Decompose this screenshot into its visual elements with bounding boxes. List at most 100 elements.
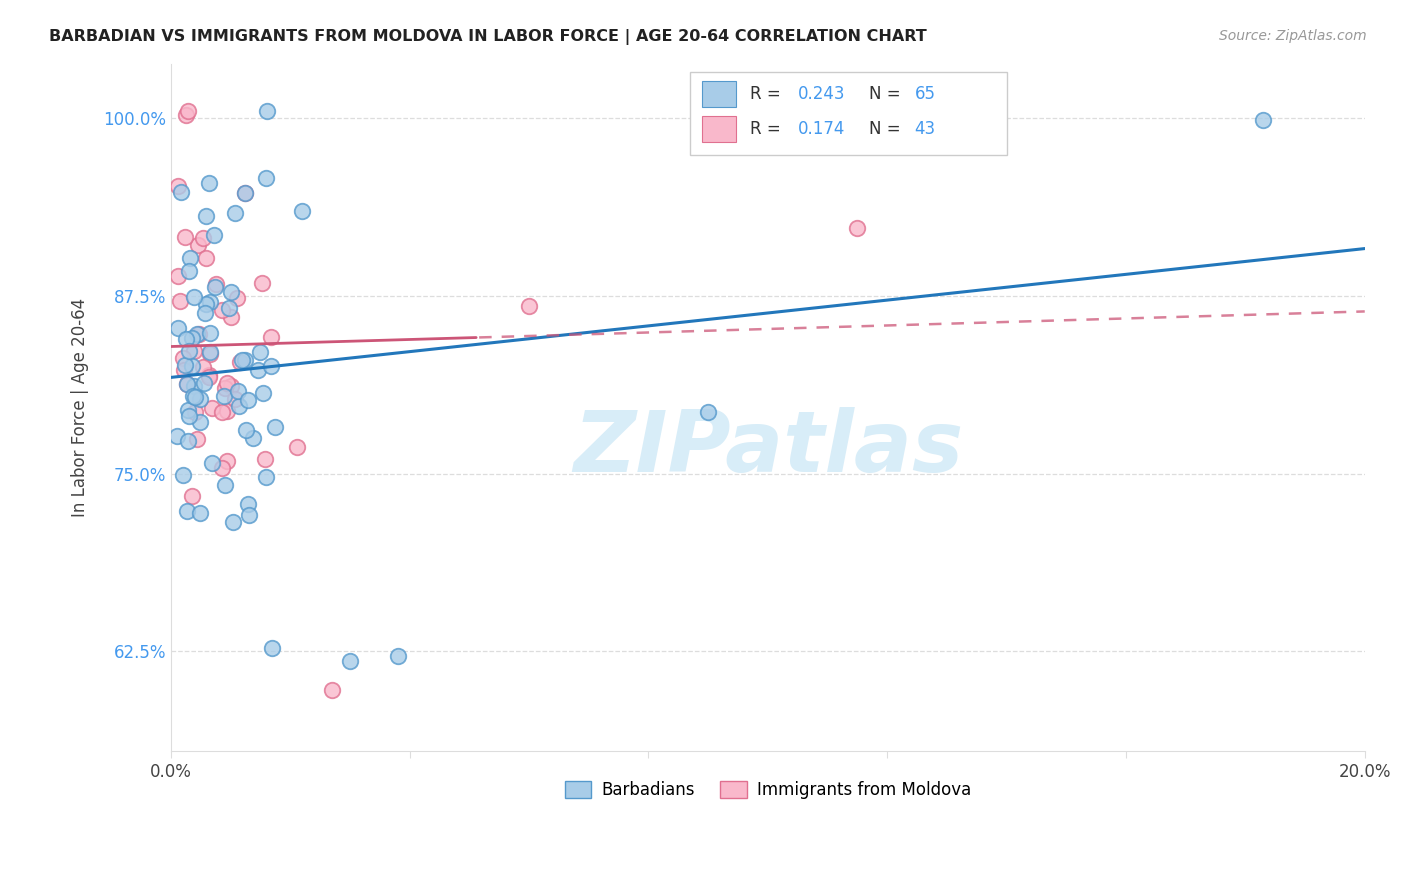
Point [183, 404, 205, 418]
Point [250, 276, 273, 290]
FancyBboxPatch shape [690, 72, 1007, 154]
Point [228, 384, 250, 399]
FancyBboxPatch shape [702, 116, 735, 142]
Point [173, 363, 195, 377]
Point [198, 370, 221, 384]
Point [215, 376, 238, 390]
Point [173, 358, 195, 372]
Point [235, 423, 257, 437]
Point [188, 416, 211, 430]
Point [198, 326, 221, 340]
Point [198, 368, 221, 383]
Point [211, 303, 233, 318]
Text: 43: 43 [915, 120, 936, 137]
Point [233, 186, 256, 201]
Point [177, 264, 200, 278]
Point [187, 237, 209, 252]
Point [166, 429, 188, 443]
Point [219, 379, 242, 393]
Point [233, 353, 256, 368]
Point [183, 343, 205, 358]
Point [194, 209, 217, 223]
Point [190, 392, 212, 407]
Point [176, 377, 198, 392]
Point [177, 403, 200, 417]
Point [188, 506, 211, 520]
Point [193, 376, 215, 390]
Point [184, 390, 207, 404]
Point [339, 654, 361, 668]
Legend: Barbadians, Immigrants from Moldova: Barbadians, Immigrants from Moldova [558, 774, 977, 805]
Point [242, 431, 264, 445]
Point [517, 299, 540, 313]
Point [180, 359, 202, 373]
Text: BARBADIAN VS IMMIGRANTS FROM MOLDOVA IN LABOR FORCE | AGE 20-64 CORRELATION CHAR: BARBADIAN VS IMMIGRANTS FROM MOLDOVA IN … [49, 29, 927, 45]
Text: Source: ZipAtlas.com: Source: ZipAtlas.com [1219, 29, 1367, 43]
Point [166, 179, 188, 194]
Point [174, 230, 197, 244]
Point [180, 331, 202, 345]
Text: R =: R = [749, 86, 786, 103]
Text: N =: N = [869, 86, 907, 103]
Point [177, 409, 200, 424]
Point [191, 231, 214, 245]
Text: ZIPatlas: ZIPatlas [572, 407, 963, 490]
Point [211, 405, 233, 419]
Point [176, 504, 198, 518]
Point [174, 108, 197, 122]
Point [186, 433, 208, 447]
Point [212, 389, 235, 403]
Text: R =: R = [749, 120, 786, 137]
Point [246, 363, 269, 377]
Point [194, 305, 217, 319]
Point [249, 344, 271, 359]
Point [194, 251, 217, 265]
Point [256, 170, 278, 185]
Point [219, 310, 242, 324]
Point [224, 392, 246, 406]
Point [177, 344, 200, 359]
Point [187, 327, 209, 342]
Point [204, 277, 226, 291]
Y-axis label: In Labor Force | Age 20-64: In Labor Force | Age 20-64 [72, 298, 89, 517]
Point [846, 220, 869, 235]
Text: 65: 65 [915, 86, 936, 103]
Point [170, 186, 193, 200]
Point [198, 344, 221, 359]
Point [200, 347, 222, 361]
Point [172, 351, 194, 366]
Point [226, 291, 249, 305]
Point [183, 290, 205, 304]
Point [204, 279, 226, 293]
Point [176, 376, 198, 391]
Point [183, 379, 205, 393]
Point [233, 186, 256, 200]
Point [229, 354, 252, 368]
Text: 0.174: 0.174 [797, 120, 845, 137]
Point [219, 285, 242, 299]
Point [260, 359, 283, 373]
Point [262, 641, 284, 656]
Point [291, 203, 314, 218]
Point [228, 400, 250, 414]
Point [231, 353, 253, 368]
Point [202, 227, 225, 242]
Point [321, 682, 343, 697]
Point [166, 321, 188, 335]
Point [191, 360, 214, 375]
Point [387, 648, 409, 663]
Point [217, 404, 239, 418]
Point [172, 468, 194, 483]
Point [186, 326, 208, 341]
Point [201, 401, 224, 415]
Point [253, 451, 276, 466]
Point [254, 469, 277, 483]
Point [179, 251, 201, 265]
Point [174, 332, 197, 346]
Point [236, 393, 259, 408]
Point [176, 434, 198, 448]
Point [256, 103, 278, 118]
Point [221, 516, 243, 530]
Point [263, 420, 285, 434]
Point [169, 294, 191, 309]
